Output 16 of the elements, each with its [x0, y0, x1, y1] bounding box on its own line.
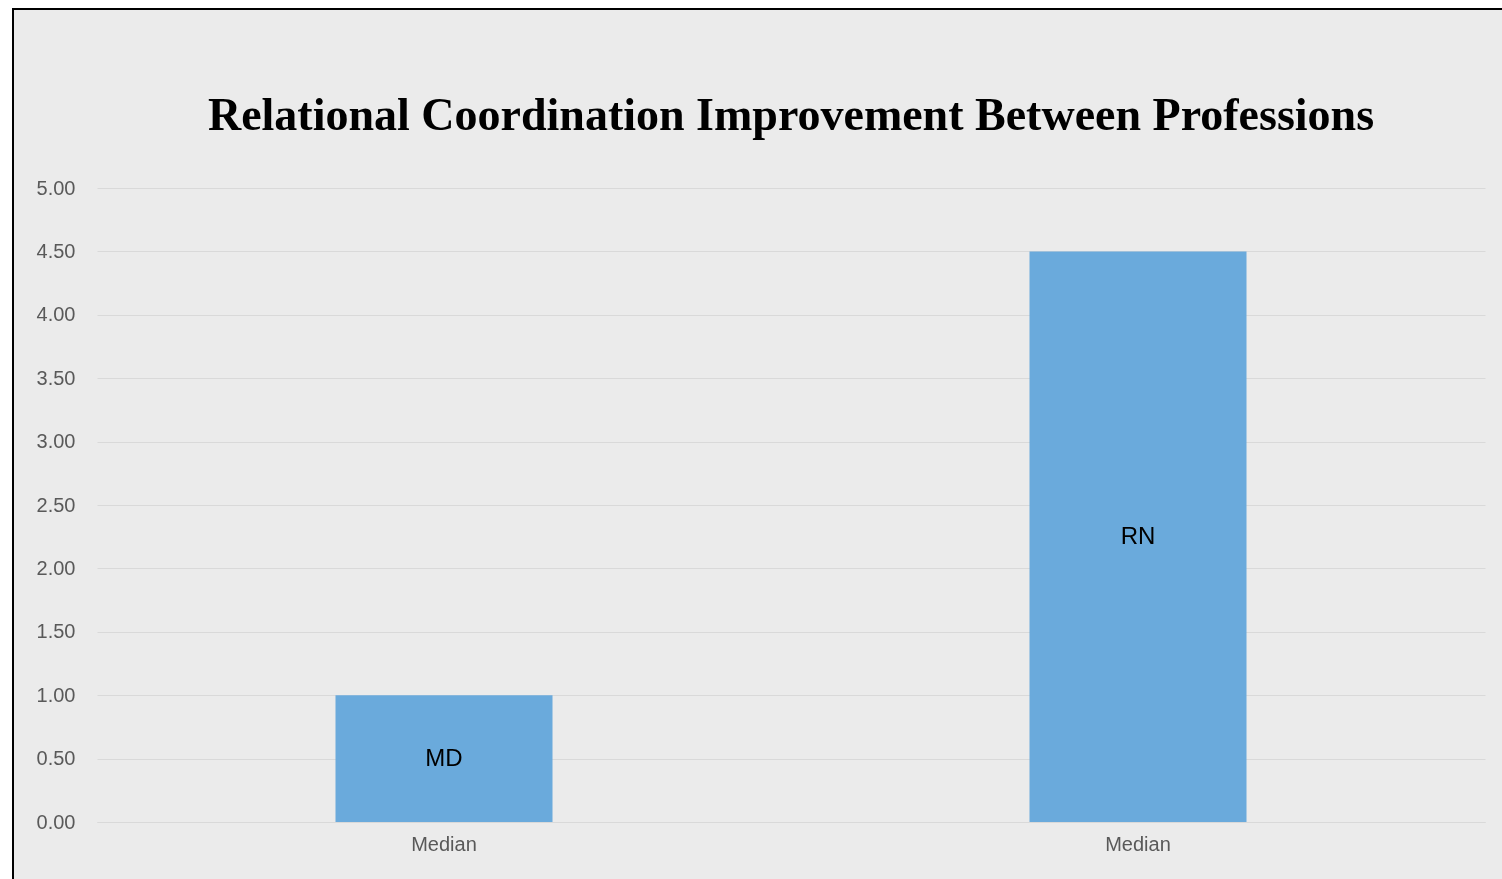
y-tick-label: 3.00: [36, 430, 76, 453]
y-tick-label: 2.50: [36, 493, 76, 516]
y-tick-label: 0.00: [36, 810, 76, 833]
y-tick-label: 2.00: [36, 556, 76, 579]
y-tick-label: 3.50: [36, 366, 76, 389]
y-tick-label: 0.50: [36, 747, 76, 770]
y-tick-label: 1.50: [36, 620, 76, 643]
y-tick-label: 5.00: [36, 176, 76, 199]
y-tick-label: 1.00: [36, 683, 76, 706]
x-tick-label: Median: [1105, 832, 1171, 855]
y-tick-label: 4.50: [36, 239, 76, 262]
y-tick-label: 4.00: [36, 303, 76, 326]
data-label: RN: [1120, 521, 1156, 549]
data-label: MD: [425, 743, 463, 771]
chart-title: Relational Coordination Improvement Between Professions: [207, 89, 1375, 140]
x-tick-label: Median: [411, 832, 477, 855]
